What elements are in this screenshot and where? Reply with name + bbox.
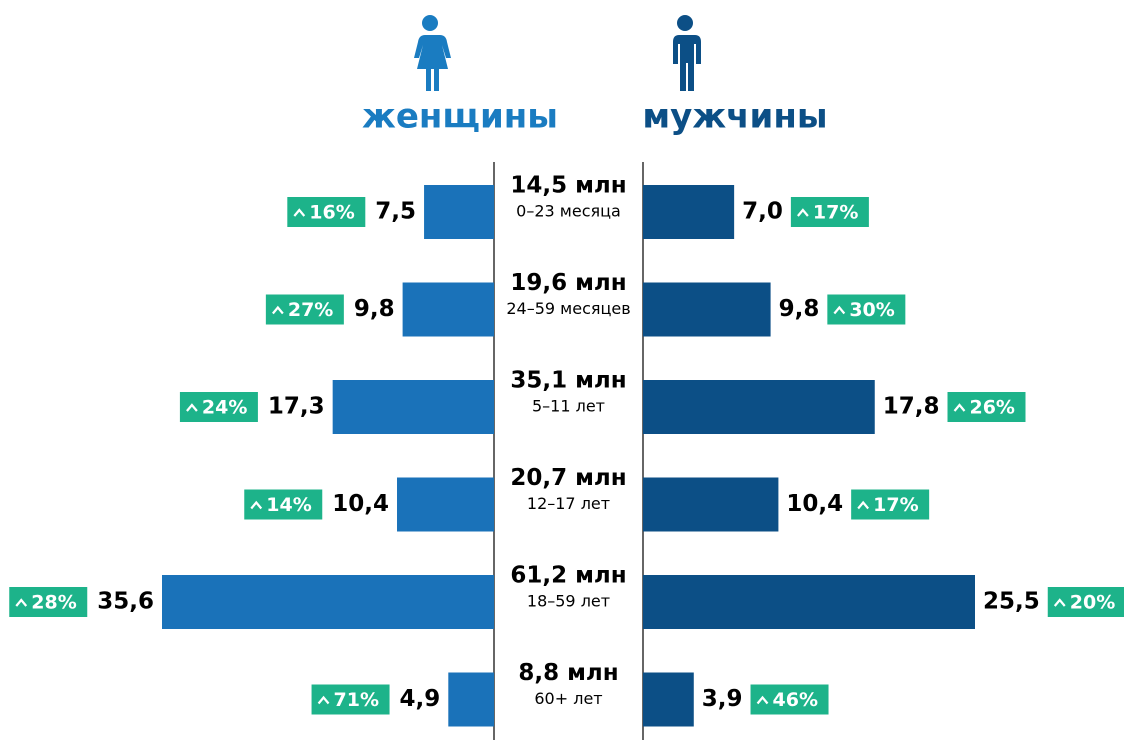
row-total: 20,7 млн [510,465,626,491]
change-label: 24% [202,397,247,419]
category-label: 60+ лет [534,689,602,708]
bar [402,282,494,337]
bar [424,185,494,239]
value-label: 10,4 [786,491,843,517]
bar [643,672,694,727]
up-caret [953,403,966,412]
value-label: 4,9 [400,686,441,712]
change-label: 17% [873,494,918,516]
man-icon [673,15,701,91]
value-label: 7,0 [742,199,783,225]
up-caret [293,208,306,217]
up-caret [317,695,330,705]
change-label: 71% [334,689,379,711]
row-total: 8,8 млн [518,660,618,686]
up-caret [857,500,869,510]
series-title: мужчины [642,97,827,137]
value-label: 25,5 [983,589,1040,615]
series-title: женщины [362,97,558,137]
up-caret [272,305,284,315]
category-label: 12–17 лет [527,494,610,513]
up-caret [250,500,263,510]
bar [332,380,494,434]
value-label: 9,8 [779,296,820,322]
up-caret [186,403,198,412]
change-label: 20% [1070,592,1115,614]
woman-icon [414,15,451,91]
value-label: 3,9 [702,686,743,712]
bar [397,477,494,532]
row-total: 35,1 млн [510,368,626,394]
change-label: 28% [31,592,76,614]
change-label: 17% [813,202,858,224]
up-caret [833,305,846,315]
bar [448,672,494,727]
row-total: 19,6 млн [510,270,626,296]
bar [643,575,975,629]
up-caret [15,598,28,607]
bar [162,575,494,629]
category-label: 24–59 месяцев [506,299,630,318]
up-caret [797,208,809,217]
change-label: 26% [969,397,1014,419]
category-label: 18–59 лет [527,592,610,611]
value-label: 9,8 [354,296,395,322]
value-label: 17,3 [268,394,325,420]
bar [643,380,875,434]
value-label: 7,5 [375,199,416,225]
category-label: 0–23 месяца [516,202,621,221]
row-total: 61,2 млн [510,563,626,589]
up-caret [1053,598,1066,607]
category-label: 5–11 лет [532,397,605,416]
bar [643,282,771,337]
change-label: 46% [773,689,818,711]
bar [643,185,735,239]
change-label: 14% [266,494,311,516]
change-label: 27% [288,299,333,321]
value-label: 17,8 [883,394,940,420]
up-caret [756,695,769,705]
change-label: 16% [309,202,354,224]
value-label: 35,6 [97,589,154,615]
bar [643,477,779,532]
value-label: 10,4 [332,491,389,517]
row-total: 14,5 млн [510,173,626,199]
change-label: 30% [849,299,894,321]
